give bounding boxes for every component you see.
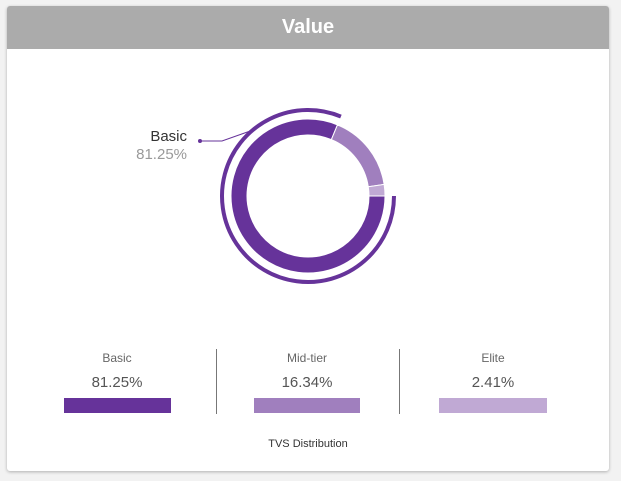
card-header: Value	[7, 6, 609, 49]
legend-divider	[216, 349, 217, 414]
legend-value: 2.41%	[471, 374, 515, 391]
donut-slice-elite[interactable]	[367, 183, 386, 197]
callout-dot	[198, 139, 202, 143]
legend-value: 16.34%	[281, 374, 333, 391]
legend-item-elite[interactable]: Elite 2.41%	[423, 346, 563, 416]
donut-chart: Basic 81.25%	[136, 108, 396, 284]
legend-label: Elite	[481, 351, 505, 365]
legend-bar	[439, 398, 547, 413]
legend-value: 81.25%	[91, 374, 143, 391]
highlight-arc	[220, 108, 396, 284]
callout-label: Basic	[150, 128, 187, 145]
legend-bar	[254, 398, 360, 413]
legend: Basic 81.25% Mid-tier 16.34% Elite 2.41%	[7, 346, 609, 416]
value-card: Value Basic 81.25% Basic 81.25% Mid-tier…	[7, 6, 609, 471]
legend-label: Mid-tier	[286, 351, 327, 365]
donut-slice-mid-tier[interactable]	[330, 124, 385, 188]
legend-label: Basic	[102, 351, 132, 365]
callout-value: 81.25%	[136, 146, 187, 163]
legend-divider	[399, 349, 400, 414]
legend-item-basic[interactable]: Basic 81.25%	[47, 346, 187, 416]
donut-slice-basic[interactable]	[230, 118, 386, 274]
card-title: Value	[281, 16, 335, 38]
legend-bar	[63, 398, 171, 413]
legend-item-mid-tier[interactable]: Mid-tier 16.34%	[237, 346, 377, 416]
chart-caption: TVS Distribution	[268, 438, 348, 450]
callout-line	[200, 129, 253, 142]
